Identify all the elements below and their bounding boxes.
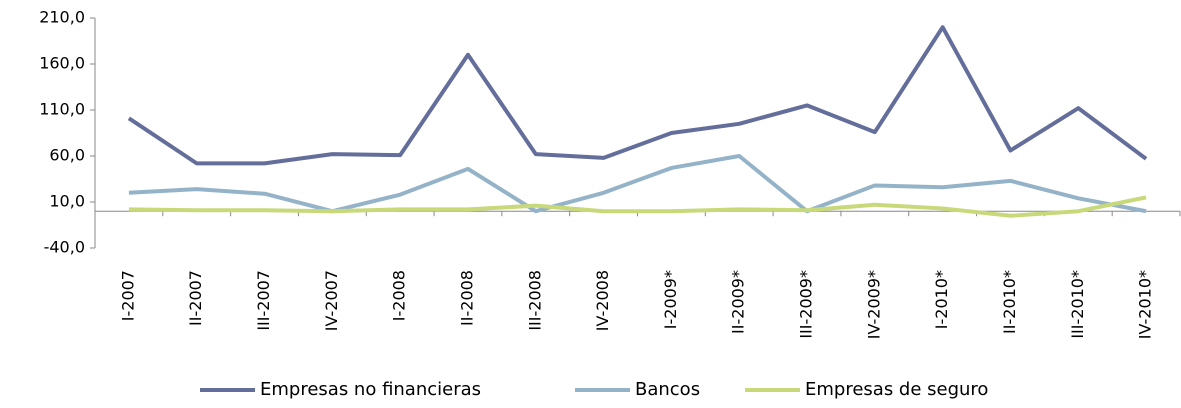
x-tick-label: III-2010* [1068, 270, 1087, 339]
y-tick-label: 10,0 [49, 192, 85, 211]
x-tick-label: IV-2009* [864, 270, 883, 339]
x-tick-label: II-2008 [457, 270, 476, 326]
x-tick-label: II-2010* [1000, 270, 1019, 334]
y-tick-label: 60,0 [49, 146, 85, 165]
x-tick-label: II-2007 [186, 270, 205, 326]
y-tick-label: 210,0 [39, 8, 85, 27]
y-tick-label: 160,0 [39, 54, 85, 73]
series-line [128, 195, 1147, 218]
x-tick-label: I-2009* [661, 270, 680, 329]
legend-label: Empresas no financieras [260, 379, 481, 400]
x-tick-label: III-2007 [254, 270, 273, 331]
series-line [127, 25, 1148, 166]
x-tick-label: I-2010* [932, 270, 951, 329]
x-tick-label: II-2009* [729, 270, 748, 334]
x-tick-label: I-2007 [118, 270, 137, 321]
legend-label: Bancos [635, 379, 700, 400]
x-tick-label: I-2008 [390, 270, 409, 321]
x-tick-label: IV-2007 [322, 270, 341, 331]
y-tick-label: -40,0 [44, 238, 85, 257]
x-tick-label: III-2009* [797, 270, 816, 339]
y-tick-label: 110,0 [39, 100, 85, 119]
x-tick-label: III-2008 [525, 270, 544, 331]
series-line [128, 154, 1147, 214]
legend-label: Empresas de seguro [805, 379, 988, 400]
x-tick-label: IV-2010* [1136, 270, 1155, 339]
x-tick-label: IV-2008 [593, 270, 612, 331]
